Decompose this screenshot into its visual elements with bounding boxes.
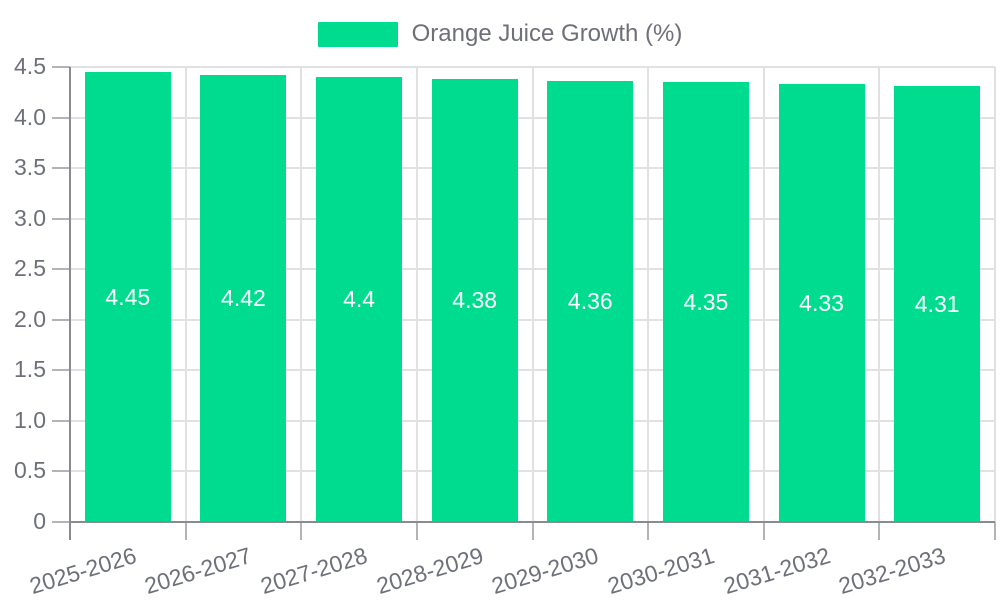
y-axis-tick bbox=[52, 470, 70, 472]
legend-item-orange-juice-growth[interactable]: Orange Juice Growth (%) bbox=[0, 18, 1000, 50]
legend-swatch bbox=[317, 21, 398, 47]
bar-value-label: 4.42 bbox=[221, 285, 266, 312]
y-axis-tick-label: 3.5 bbox=[14, 154, 46, 180]
y-axis-tick bbox=[52, 217, 70, 220]
y-axis-tick bbox=[52, 369, 70, 371]
x-axis-tick bbox=[184, 521, 187, 540]
y-axis-tick-label: 2.0 bbox=[14, 305, 46, 332]
grid-line-vertical bbox=[415, 67, 418, 522]
grid-line-vertical bbox=[647, 67, 650, 522]
x-axis-tick bbox=[994, 521, 996, 540]
grid-line-vertical bbox=[994, 67, 996, 522]
legend-label: Orange Juice Growth (%) bbox=[411, 20, 683, 47]
bar-value-label: 4.31 bbox=[914, 290, 960, 317]
x-axis-category-label: 2031-2032 bbox=[720, 541, 833, 599]
x-axis-category-label: 2028-2029 bbox=[373, 541, 486, 599]
x-axis-tick bbox=[647, 521, 650, 540]
x-axis-category-label: 2027-2028 bbox=[257, 541, 371, 599]
x-axis-tick bbox=[762, 521, 765, 540]
bar-2026-2027 bbox=[200, 75, 287, 522]
x-axis-category-label: 2029-2030 bbox=[488, 541, 602, 599]
bar-2027-2028 bbox=[316, 77, 403, 522]
x-axis-tick bbox=[300, 521, 303, 540]
grid-line-vertical bbox=[762, 67, 765, 522]
y-axis-tick bbox=[52, 116, 70, 119]
x-axis-category-label: 2026-2027 bbox=[141, 541, 255, 599]
y-axis-tick-label: 0.5 bbox=[14, 457, 46, 483]
bar-2031-2032 bbox=[778, 84, 865, 522]
y-axis-line bbox=[69, 67, 71, 540]
bar-value-label: 4.4 bbox=[343, 286, 376, 313]
y-axis-tick-label: 1.5 bbox=[14, 356, 46, 382]
bar-value-label: 4.35 bbox=[683, 288, 729, 315]
x-axis-category-label: 2025-2026 bbox=[26, 541, 140, 599]
bar-2030-2031 bbox=[662, 82, 749, 522]
x-axis-category-label: 2030-2031 bbox=[604, 541, 718, 599]
bar-value-label: 4.36 bbox=[567, 288, 613, 315]
y-axis-tick-label: 1.0 bbox=[14, 406, 46, 433]
bar-2032-2033 bbox=[894, 86, 981, 522]
y-axis-tick bbox=[52, 66, 70, 68]
bar-2025-2026 bbox=[84, 72, 171, 522]
x-axis-line bbox=[70, 520, 995, 523]
grid-line-vertical bbox=[531, 67, 534, 522]
y-axis-tick bbox=[52, 419, 70, 422]
y-axis-tick-label: 2.5 bbox=[14, 255, 46, 281]
bar-value-label: 4.45 bbox=[105, 283, 151, 310]
y-axis-tick-label: 4.0 bbox=[14, 103, 46, 130]
y-axis-tick-label: 0 bbox=[33, 507, 46, 534]
y-axis-tick bbox=[52, 268, 70, 270]
bar-2028-2029 bbox=[431, 79, 518, 522]
bar-value-label: 4.33 bbox=[799, 289, 844, 316]
grid-line-vertical bbox=[300, 67, 303, 522]
y-axis-tick-label: 3.0 bbox=[14, 204, 46, 231]
x-axis-tick bbox=[878, 521, 881, 540]
x-axis-category-label: 2032-2033 bbox=[835, 541, 949, 599]
y-axis-tick bbox=[52, 520, 70, 523]
grid-line-vertical bbox=[184, 67, 187, 522]
y-axis-tick bbox=[52, 318, 70, 321]
x-axis-tick bbox=[531, 521, 534, 540]
bar-2029-2030 bbox=[547, 81, 634, 522]
y-axis-tick bbox=[52, 167, 70, 169]
y-axis-tick-label: 4.5 bbox=[14, 53, 46, 79]
x-axis-tick bbox=[415, 521, 418, 540]
bar-value-label: 4.38 bbox=[452, 287, 498, 314]
grid-line-vertical bbox=[878, 67, 881, 522]
